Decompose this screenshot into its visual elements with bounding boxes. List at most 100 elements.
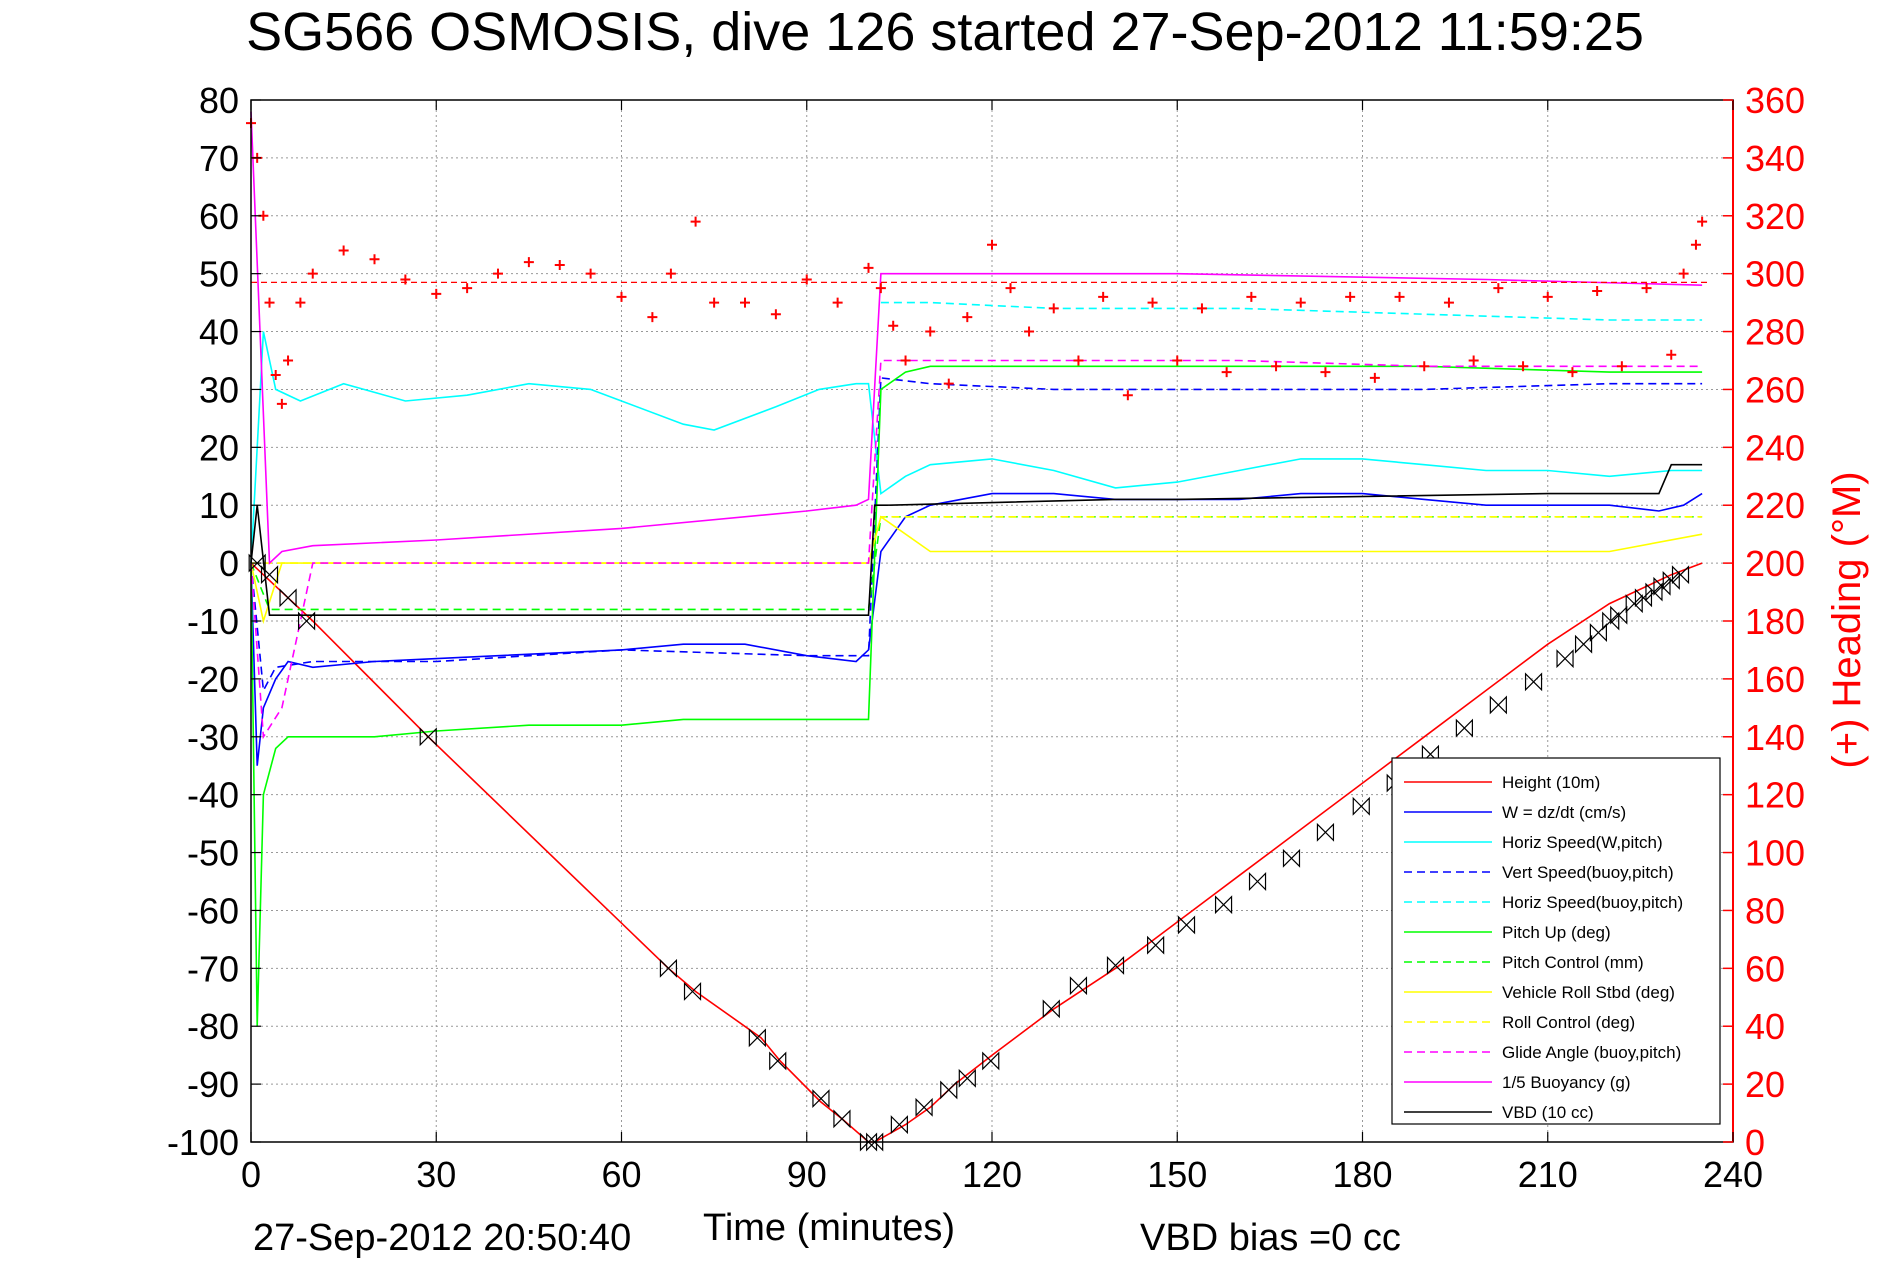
height-marker-layer — [248, 553, 1690, 1152]
x-tick-label: 90 — [787, 1154, 827, 1195]
heading-plus-marker — [1122, 390, 1133, 401]
height-marker — [260, 565, 279, 585]
heading-plus-marker — [1024, 326, 1035, 337]
x-tick-label: 240 — [1703, 1154, 1763, 1195]
heading-plus-marker — [832, 297, 843, 308]
heading-plus-marker — [943, 378, 954, 389]
height-marker — [1106, 955, 1125, 975]
heading-plus-marker — [770, 309, 781, 320]
legend-label: W = dz/dt (cm/s) — [1502, 803, 1626, 822]
heading-plus-marker — [270, 369, 281, 380]
y-tick-label-right: 260 — [1745, 369, 1805, 410]
y-tick-label-left: -30 — [187, 717, 239, 758]
footer-vbd-bias: VBD bias =0 cc — [1140, 1217, 1401, 1259]
y-tick-label-right: 100 — [1745, 833, 1805, 874]
y-tick-label-right: 20 — [1745, 1064, 1785, 1105]
height-marker — [659, 958, 678, 978]
height-marker — [940, 1080, 958, 1100]
height-marker — [833, 1109, 851, 1129]
heading-plus-marker — [1320, 367, 1331, 378]
heading-plus-marker — [1394, 291, 1405, 302]
legend-box — [1391, 757, 1721, 1125]
height-marker — [1316, 822, 1335, 842]
height-marker — [1602, 611, 1620, 631]
legend-label: Horiz Speed(W,pitch) — [1502, 833, 1663, 852]
height-marker — [812, 1089, 830, 1109]
y-tick-label-left: -20 — [187, 659, 239, 700]
right-axis-label: (+) Heading (°M) — [1825, 471, 1869, 768]
heading-plus-marker — [369, 254, 380, 265]
y-tick-label-right: 180 — [1745, 601, 1805, 642]
y-ticks-right: 3603403203002802602402202001801601401201… — [1723, 80, 1805, 1163]
y-tick-label-left: 80 — [199, 80, 239, 121]
height-marker — [1177, 915, 1196, 935]
height-marker — [279, 588, 297, 608]
legend-label: 1/5 Buoyancy (g) — [1502, 1073, 1631, 1092]
heading-plus-marker — [1493, 283, 1504, 294]
heading-plus-marker — [276, 398, 287, 409]
y-tick-label-right: 0 — [1745, 1122, 1765, 1163]
y-tick-label-right: 140 — [1745, 717, 1805, 758]
heading-plus-marker — [616, 291, 627, 302]
y-tick-label-left: -80 — [187, 1006, 239, 1047]
legend-label: Roll Control (deg) — [1502, 1013, 1635, 1032]
heading-plus-marker — [1221, 367, 1232, 378]
x-tick-label: 150 — [1147, 1154, 1207, 1195]
heading-plus-marker — [665, 268, 676, 279]
height-marker — [769, 1051, 787, 1071]
series-line-3 — [250, 377, 1703, 694]
y-tick-label-left: -60 — [187, 890, 239, 931]
x-tick-label: 210 — [1518, 1154, 1578, 1195]
heading-layer — [246, 118, 1709, 409]
heading-plus-marker — [740, 297, 750, 308]
heading-plus-marker — [1678, 268, 1689, 279]
y-tick-label-right: 340 — [1745, 138, 1805, 179]
heading-plus-marker — [1369, 372, 1380, 383]
x-tick-label: 60 — [601, 1154, 641, 1195]
legend-label: Pitch Control (mm) — [1502, 953, 1644, 972]
y-tick-label-right: 360 — [1745, 80, 1805, 121]
heading-plus-marker — [1345, 291, 1356, 302]
heading-plus-marker — [801, 274, 812, 285]
heading-plus-marker — [1048, 303, 1059, 314]
legend-label: Vehicle Roll Stbd (deg) — [1502, 983, 1675, 1002]
heading-plus-marker — [925, 326, 936, 337]
heading-plus-marker — [1295, 297, 1306, 308]
heading-plus-marker — [283, 355, 294, 366]
y-tick-label-right: 60 — [1745, 948, 1785, 989]
legend-label: Horiz Speed(buoy,pitch) — [1502, 893, 1683, 912]
heading-plus-marker — [709, 297, 720, 308]
y-tick-label-left: 70 — [199, 138, 239, 179]
height-marker — [1662, 571, 1680, 590]
x-tick-label: 180 — [1332, 1154, 1392, 1195]
height-marker — [1352, 796, 1370, 816]
y-tick-label-left: 20 — [199, 427, 239, 468]
y-tick-label-left: -50 — [187, 833, 239, 874]
height-marker — [748, 1028, 766, 1048]
heading-plus-marker — [338, 245, 349, 256]
heading-plus-marker — [264, 297, 275, 308]
height-marker — [1248, 872, 1267, 891]
heading-plus-marker — [400, 274, 411, 285]
heading-plus-marker — [462, 283, 473, 294]
legend-label: Vert Speed(buoy,pitch) — [1502, 863, 1674, 882]
x-axis-label: Time (minutes) — [703, 1207, 955, 1249]
heading-plus-marker — [1271, 361, 1282, 372]
heading-plus-marker — [1147, 297, 1158, 308]
legend-label: VBD (10 cc) — [1502, 1103, 1594, 1122]
x-ticks: 0 30 60 90 120 150 180 210 240 — [241, 100, 1763, 1195]
series-line-10 — [250, 111, 1703, 565]
y-tick-label-right: 80 — [1745, 890, 1785, 931]
y-tick-label-left: -40 — [187, 775, 239, 816]
heading-plus-marker — [493, 268, 503, 279]
height-marker — [1069, 976, 1088, 996]
y-ticks-left: 80 70 60 50 40 30 20 10 0 -10 -20 -30 -40 -50 -60 -70 -8… — [167, 80, 261, 1163]
height-marker — [866, 1132, 884, 1152]
heading-plus-marker — [1697, 216, 1708, 227]
y-tick-label-right: 160 — [1745, 659, 1805, 700]
height-marker — [1645, 582, 1663, 602]
height-marker — [297, 611, 316, 631]
heading-plus-marker — [1246, 291, 1257, 302]
x-tick-label: 120 — [962, 1154, 1022, 1195]
